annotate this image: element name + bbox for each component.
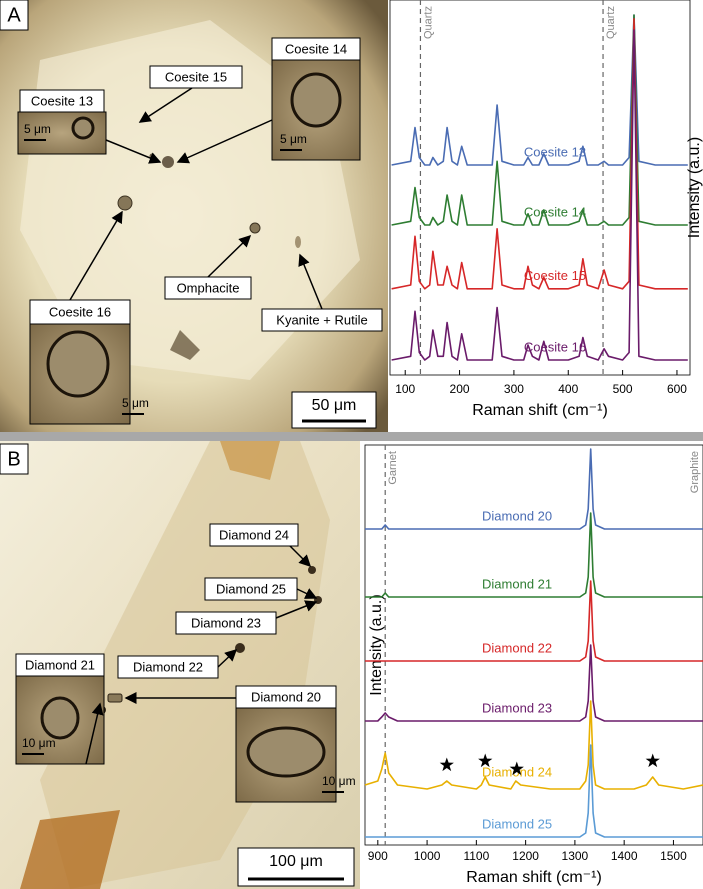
inset-scale: 5 μm bbox=[280, 132, 307, 146]
series-label: Diamond 25 bbox=[482, 816, 552, 831]
inclusion bbox=[295, 236, 301, 248]
series-label: Diamond 20 bbox=[482, 508, 552, 523]
x-tick-label: 300 bbox=[504, 382, 524, 396]
label-text: Omphacite bbox=[177, 280, 240, 295]
x-tick-label: 1200 bbox=[512, 849, 539, 863]
label-text: Diamond 21 bbox=[25, 657, 95, 672]
inset-scale: 10 μm bbox=[322, 774, 356, 788]
x-tick-label: 1300 bbox=[562, 849, 589, 863]
x-tick-label: 1400 bbox=[611, 849, 638, 863]
scale-text: 100 μm bbox=[269, 853, 323, 870]
x-tick-label: 500 bbox=[613, 382, 633, 396]
label-text: Coesite 14 bbox=[285, 41, 347, 56]
reference-label: Garnet bbox=[387, 451, 399, 485]
inset-inclusion bbox=[292, 74, 340, 126]
reference-label: Quartz bbox=[422, 6, 434, 39]
inset-inclusion bbox=[42, 698, 78, 738]
x-tick-label: 200 bbox=[450, 382, 470, 396]
label-text: Diamond 24 bbox=[219, 527, 289, 542]
inset-inclusion bbox=[248, 728, 324, 776]
annotation: Graphite bbox=[689, 451, 701, 493]
y-axis-title: Intensity (a.u.) bbox=[686, 137, 703, 238]
inset-inclusion bbox=[48, 332, 108, 396]
inclusion bbox=[108, 694, 122, 702]
label-text: Diamond 25 bbox=[216, 581, 286, 596]
series-label: Coesite 14 bbox=[524, 204, 586, 219]
inclusion bbox=[308, 566, 316, 574]
inset-scale: 5 μm bbox=[122, 396, 149, 410]
x-axis-title: Raman shift (cm⁻¹) bbox=[472, 402, 608, 419]
x-tick-label: 100 bbox=[395, 382, 415, 396]
x-tick-label: 1500 bbox=[660, 849, 687, 863]
plot-area bbox=[390, 0, 690, 375]
panel-letter: B bbox=[7, 448, 20, 470]
x-axis-title: Raman shift (cm⁻¹) bbox=[466, 869, 602, 886]
inclusion bbox=[235, 643, 245, 653]
separator bbox=[0, 432, 703, 441]
series-label: Diamond 21 bbox=[482, 576, 552, 591]
label-text: Kyanite + Rutile bbox=[276, 312, 367, 327]
inclusion bbox=[162, 156, 174, 168]
scale-text: 50 μm bbox=[312, 397, 357, 414]
inclusion bbox=[118, 196, 132, 210]
series-label: Coesite 15 bbox=[524, 268, 586, 283]
label-text: Diamond 23 bbox=[191, 615, 261, 630]
panel-letter: A bbox=[7, 4, 21, 26]
inset-scale: 5 μm bbox=[24, 122, 51, 136]
y-axis-title: Intensity (a.u.) bbox=[368, 594, 385, 695]
x-tick-label: 1100 bbox=[463, 849, 489, 863]
series-label: Diamond 22 bbox=[482, 640, 552, 655]
x-tick-label: 900 bbox=[368, 849, 388, 863]
label-text: Coesite 13 bbox=[31, 93, 93, 108]
inset-scale: 10 μm bbox=[22, 736, 56, 750]
label-text: Coesite 16 bbox=[49, 304, 111, 319]
x-tick-label: 600 bbox=[667, 382, 687, 396]
inclusion bbox=[250, 223, 260, 233]
series-label: Diamond 23 bbox=[482, 700, 552, 715]
figure: A Coesite 15 Omphacite Kyanite + Rutile Coes… bbox=[0, 0, 703, 889]
inset-inclusion bbox=[73, 118, 93, 138]
label-text: Diamond 20 bbox=[251, 689, 321, 704]
label-text: Diamond 22 bbox=[133, 659, 203, 674]
x-tick-label: 1000 bbox=[414, 849, 441, 863]
x-tick-label: 400 bbox=[558, 382, 578, 396]
series-label: Coesite 13 bbox=[524, 144, 586, 159]
reference-label: Quartz bbox=[605, 6, 617, 39]
series-label: Coesite 16 bbox=[524, 339, 586, 354]
label-text: Coesite 15 bbox=[165, 69, 227, 84]
